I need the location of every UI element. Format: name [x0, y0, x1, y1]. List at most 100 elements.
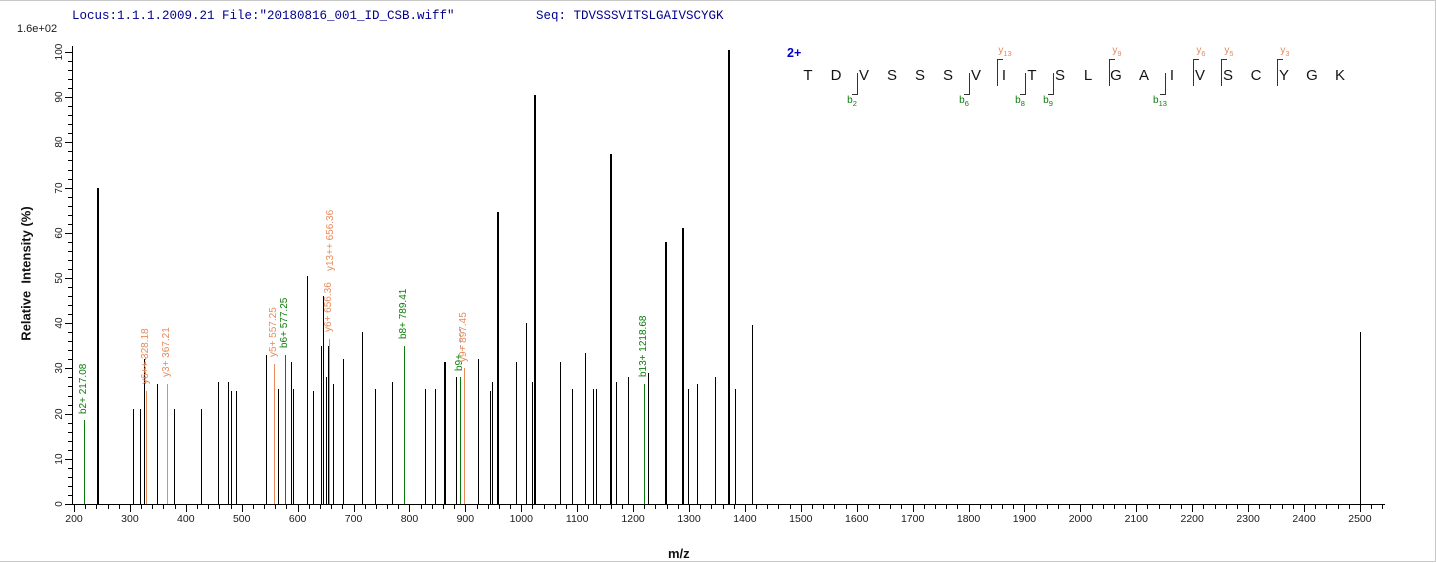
y-minor-tick [68, 422, 72, 424]
x-tick-label: 1200 [621, 513, 645, 525]
y-major-tick [65, 413, 72, 415]
x-tick-label: 1300 [677, 513, 701, 525]
y-minor-tick [68, 214, 72, 216]
x-tick-label: 900 [456, 513, 475, 525]
y-minor-tick [68, 178, 72, 180]
peak [593, 388, 595, 504]
x-minor-tick [1102, 505, 1104, 509]
peak [445, 361, 447, 504]
peak-annotation-label: y6+ 656.36 [323, 282, 335, 333]
x-minor-tick [208, 505, 210, 509]
peak [342, 359, 344, 504]
y-fragment-tick [1193, 59, 1199, 86]
x-minor-tick [789, 505, 791, 509]
x-minor-tick [85, 505, 87, 509]
x-minor-tick [487, 505, 489, 509]
x-minor-tick [1270, 505, 1272, 509]
x-minor-tick [375, 505, 377, 509]
x-minor-tick [935, 505, 936, 509]
x-axis [72, 504, 1386, 505]
peak [290, 361, 292, 504]
x-minor-tick [174, 505, 176, 509]
y-major-tick [65, 458, 72, 460]
x-minor-tick [1069, 505, 1071, 509]
peak [688, 388, 690, 504]
y-tick-label: 20 [53, 408, 65, 420]
x-axis-title: m/z [668, 546, 690, 561]
b-ion-peak [403, 345, 405, 504]
b-ion-peak [643, 384, 645, 504]
y-major-tick [65, 504, 72, 505]
x-major-tick [689, 505, 690, 512]
sequence-residue: V [1194, 67, 1205, 84]
x-major-tick [1192, 505, 1194, 512]
x-minor-tick [1214, 505, 1216, 509]
y-minor-tick [68, 61, 72, 63]
x-minor-tick [923, 505, 925, 509]
x-major-tick [633, 505, 635, 512]
peak [230, 391, 232, 504]
peak-annotation-label: b6+ 577.25 [278, 297, 290, 349]
b-fragment-label: b8 [1015, 95, 1025, 108]
y-fragment-label: y5 [1224, 45, 1234, 58]
y-major-tick [65, 52, 72, 53]
b-ion-peak [460, 377, 462, 504]
y-minor-tick [68, 151, 72, 153]
x-tick-label: 2300 [1236, 513, 1260, 525]
y-minor-tick [68, 160, 72, 162]
x-minor-tick [1236, 505, 1238, 509]
x-minor-tick [1035, 505, 1037, 509]
peak [277, 388, 279, 504]
x-minor-tick [655, 505, 657, 509]
x-minor-tick [588, 505, 590, 509]
x-minor-tick [599, 505, 601, 509]
y-minor-tick [68, 314, 72, 316]
x-minor-tick [1046, 505, 1048, 509]
y-minor-tick [68, 440, 72, 442]
peak-annotation-label: b8+ 789.41 [397, 288, 409, 340]
y-minor-tick [68, 223, 72, 225]
x-minor-tick [610, 505, 612, 509]
x-minor-tick [387, 505, 389, 509]
x-minor-tick [1337, 505, 1339, 509]
x-minor-tick [443, 505, 444, 509]
x-minor-tick [644, 505, 646, 509]
y-major-tick [65, 278, 72, 279]
x-minor-tick [331, 505, 333, 509]
x-tick-label: 300 [121, 513, 139, 525]
sequence-residue: V [858, 67, 869, 84]
sequence-residue: V [970, 67, 981, 84]
x-tick-label: 500 [232, 513, 251, 525]
peak [173, 409, 175, 504]
peak [572, 388, 574, 504]
label-leader-dash [460, 328, 462, 349]
peak-annotation-label: b13+ 1218.68 [637, 315, 649, 378]
x-minor-tick [566, 505, 567, 509]
x-minor-tick [1002, 505, 1004, 509]
x-minor-tick [957, 505, 959, 509]
x-tick-label: 1600 [845, 513, 869, 525]
peak [322, 296, 324, 504]
peak-annotation-label: y3+ 367.21 [161, 327, 173, 378]
y-minor-tick [68, 395, 72, 397]
peak [515, 361, 517, 504]
x-major-tick [74, 505, 75, 512]
y-tick-label: 40 [53, 317, 65, 329]
x-minor-tick [1158, 505, 1160, 509]
peak [728, 49, 731, 504]
x-major-tick [1080, 505, 1082, 512]
peak [434, 388, 436, 504]
peak-annotation-label: y9+ 897.45 [457, 311, 469, 362]
x-minor-tick [342, 505, 344, 509]
peak [375, 388, 377, 504]
x-minor-tick [96, 505, 98, 509]
x-minor-tick [1326, 505, 1328, 509]
y-fragment-label: y13 [998, 45, 1012, 58]
x-minor-tick [990, 505, 992, 509]
x-minor-tick [1348, 505, 1350, 509]
y-major-tick [65, 142, 72, 144]
x-minor-tick [946, 505, 948, 509]
peak [526, 323, 528, 504]
sequence-residue: D [830, 67, 842, 84]
